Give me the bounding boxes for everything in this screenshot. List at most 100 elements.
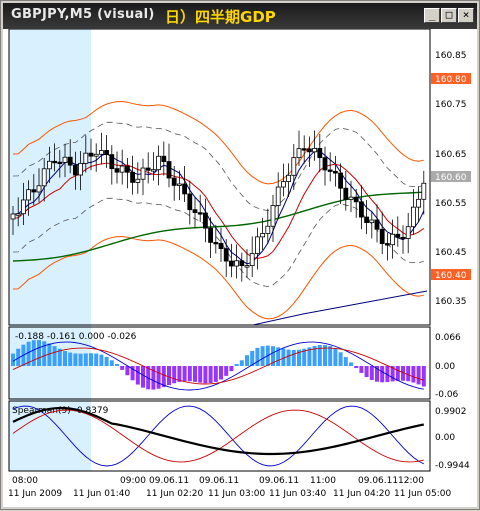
candle-body — [338, 172, 344, 189]
candle-body — [88, 152, 94, 157]
minimize-button[interactable]: _ — [424, 8, 440, 23]
macd-bar — [198, 366, 203, 383]
spearman-lines — [12, 405, 425, 467]
candle-body — [192, 209, 198, 214]
macd-tick: 0.066 — [435, 333, 461, 343]
macd-bar — [359, 366, 364, 373]
candle-body — [400, 236, 406, 240]
macd-bar — [167, 366, 171, 386]
candle-body — [291, 157, 297, 176]
macd-bar — [120, 366, 125, 370]
candle-body — [416, 198, 422, 208]
price-panel — [8, 28, 431, 326]
upper-band-dash — [12, 121, 424, 212]
candle-body — [114, 168, 120, 173]
macd-bar — [52, 346, 57, 366]
lower-band-dash — [12, 197, 424, 288]
chart-area[interactable]: 160.85 160.75 160.65 160.55 160.45 160.3… — [3, 28, 477, 507]
macd-bar — [349, 362, 353, 366]
macd-bar — [411, 366, 416, 383]
macd-bar — [281, 348, 286, 366]
candle-body — [83, 152, 89, 164]
time-label: 11 Jun 2009 — [8, 489, 62, 499]
macd-bar — [89, 353, 93, 366]
time-label: 08:00 — [12, 476, 38, 486]
candle-body — [312, 147, 318, 153]
candle-body — [405, 226, 411, 239]
macd-bar — [229, 366, 234, 372]
candle-body — [156, 155, 162, 171]
candle-body — [374, 219, 380, 230]
spearman-header: Spearman(9) -0.8379 — [12, 406, 109, 416]
time-label: 11 Jun 03:00 — [208, 489, 265, 499]
maximize-button[interactable]: □ — [441, 8, 457, 23]
candle-body — [260, 233, 266, 238]
candle-body — [52, 160, 57, 164]
spearman-tick: 0.9902 — [435, 407, 467, 417]
spearman-tick: -0.9944 — [435, 461, 470, 471]
candle-body — [218, 242, 224, 250]
macd-bar — [47, 343, 52, 366]
macd-bar — [177, 366, 182, 382]
time-label: 11 Jun 01:40 — [73, 489, 130, 499]
macd-bar — [109, 360, 114, 366]
candle-body — [182, 183, 188, 195]
candle-body — [104, 150, 109, 156]
candle-body — [31, 189, 37, 193]
spearman-tick: 0.00 — [435, 433, 455, 443]
macd-bar — [260, 346, 265, 366]
candle-body — [275, 186, 281, 206]
candles — [10, 130, 427, 282]
candle-body — [322, 157, 328, 171]
candle-body — [369, 219, 375, 223]
macd-bar — [208, 366, 213, 384]
y-tick: 160.45 — [435, 248, 467, 258]
candle-body — [327, 169, 333, 172]
macd-histogram — [11, 340, 426, 391]
time-label: 11 Jun 04:20 — [333, 489, 390, 499]
macd-bar — [302, 348, 307, 366]
candle-body — [187, 193, 193, 211]
macd-bar — [37, 340, 41, 366]
macd-bar — [203, 366, 208, 384]
macd-bar — [94, 353, 99, 366]
macd-bar — [390, 366, 395, 382]
candle-body — [384, 243, 390, 246]
candle-body — [130, 171, 135, 183]
candle-body — [145, 167, 151, 171]
macd-bar — [375, 366, 379, 382]
macd-bar — [401, 366, 405, 381]
macd-bar — [354, 366, 359, 368]
y-tick: 160.35 — [435, 297, 467, 307]
candle-body — [150, 169, 156, 172]
candle-body — [62, 156, 68, 163]
macd-bar — [63, 351, 67, 366]
candle-body — [358, 201, 364, 218]
candle-body — [364, 216, 370, 223]
candle-body — [223, 248, 229, 262]
macd-bar — [42, 341, 47, 366]
macd-bar — [213, 366, 218, 382]
current-price-tag — [431, 171, 471, 182]
candle-body — [343, 187, 349, 200]
candle-body — [93, 153, 99, 157]
candle-body — [317, 147, 323, 159]
macd-bar — [115, 364, 119, 366]
close-button[interactable]: × — [458, 8, 474, 23]
long-ma — [252, 290, 428, 326]
candle-body — [296, 148, 302, 159]
candle-body — [390, 233, 396, 246]
lower-envelope — [12, 235, 424, 320]
candle-body — [41, 168, 47, 187]
lower-band-tag — [431, 269, 471, 280]
time-label: 12:00 — [398, 476, 424, 486]
session-highlight — [9, 29, 91, 471]
macd-bar — [333, 348, 338, 366]
candle-body — [78, 162, 83, 176]
candle-body — [67, 156, 73, 166]
candle-body — [99, 150, 104, 155]
upper-band-label: 160.80 — [435, 75, 467, 85]
macd-bar — [219, 366, 223, 380]
candle-body — [36, 185, 42, 193]
title-bar[interactable]: GBPJPY,M5 (visual) 日）四半期GDP _ □ × — [3, 3, 477, 29]
